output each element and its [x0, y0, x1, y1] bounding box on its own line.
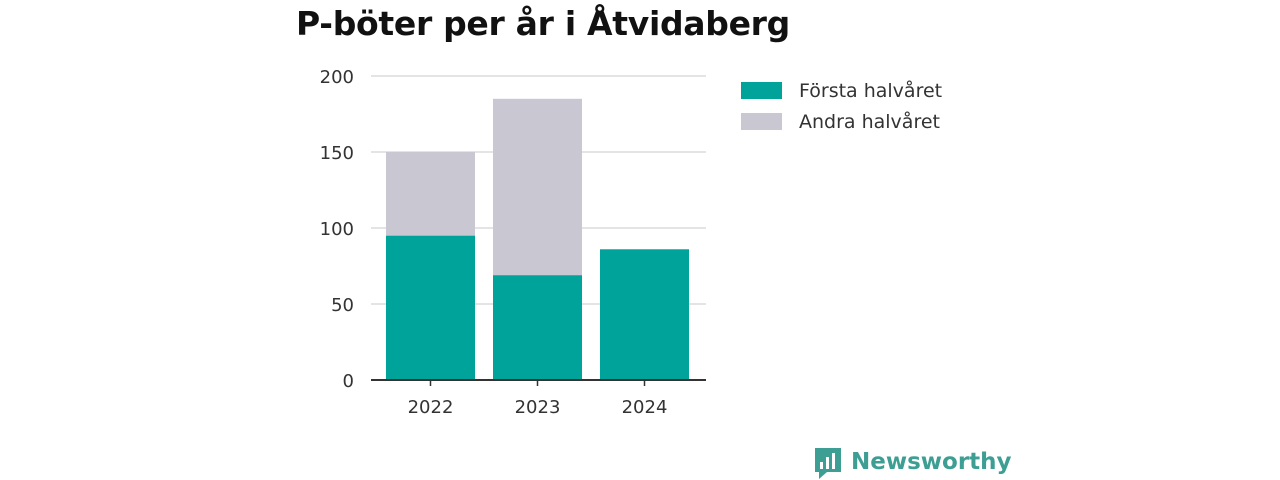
newsworthy-logo: Newsworthy	[815, 448, 1012, 479]
chart-title: P-böter per år i Åtvidaberg	[296, 4, 790, 43]
y-axis-ticks: 0 50 100 150 200	[320, 67, 354, 392]
x-tick-label: 2023	[515, 397, 561, 418]
y-tick-label: 150	[320, 143, 354, 164]
y-tick-label: 0	[343, 371, 354, 392]
y-tick-label: 200	[320, 67, 354, 88]
bar-2022-series-2	[386, 152, 475, 236]
legend: Första halvåret Andra halvåret	[741, 79, 942, 133]
bar-2023-series-1	[493, 275, 582, 380]
x-tick-label: 2022	[408, 397, 454, 418]
y-tick-label: 50	[331, 295, 354, 316]
bar-2023-series-2	[493, 98, 582, 276]
bar-2024-series-1	[600, 249, 689, 380]
brand-name: Newsworthy	[851, 449, 1012, 475]
legend-swatch-2	[741, 113, 782, 130]
bars	[386, 98, 689, 380]
legend-label-2: Andra halvåret	[799, 110, 940, 133]
bar-2022-series-1	[386, 235, 475, 380]
x-axis-ticks: 2022 2023 2024	[408, 380, 668, 418]
newsworthy-logo-icon	[815, 448, 841, 479]
legend-label-1: Första halvåret	[799, 79, 942, 102]
legend-swatch-1	[741, 82, 782, 99]
x-tick-label: 2024	[622, 397, 668, 418]
y-tick-label: 100	[320, 219, 354, 240]
